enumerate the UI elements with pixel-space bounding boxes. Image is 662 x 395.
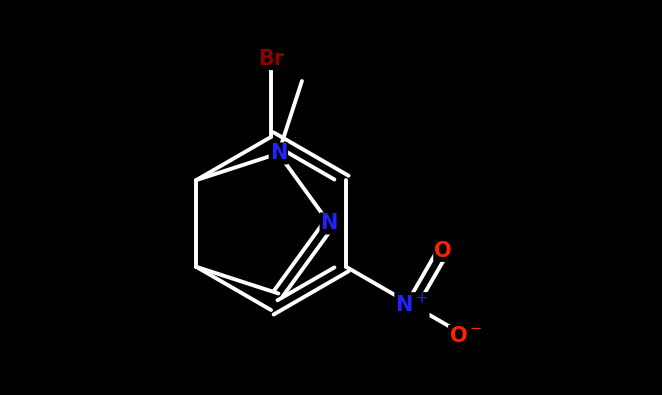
- Text: N$^+$: N$^+$: [395, 293, 428, 316]
- Text: N: N: [269, 143, 287, 164]
- Text: N: N: [320, 213, 338, 233]
- Text: O: O: [434, 241, 452, 261]
- Text: O$^-$: O$^-$: [449, 326, 483, 346]
- Text: Br: Br: [258, 49, 284, 69]
